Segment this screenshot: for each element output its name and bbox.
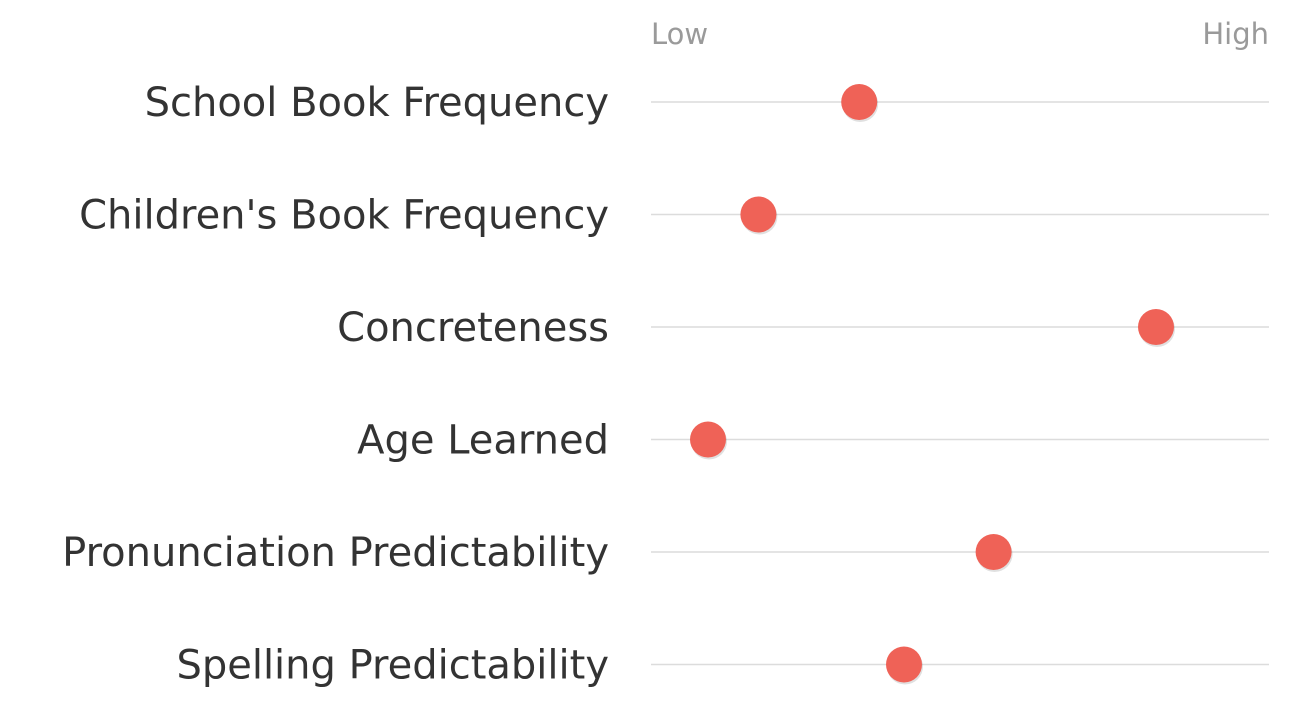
value-dot <box>886 646 922 683</box>
row-label: Age Learned <box>357 418 609 464</box>
value-dot <box>975 534 1012 570</box>
value-dot <box>841 84 878 120</box>
chart-row: Concreteness <box>337 305 1269 351</box>
chart-row: Spelling Predictability <box>176 643 1269 689</box>
value-dot <box>1138 309 1174 345</box>
chart-row: Age Learned <box>357 418 1269 464</box>
chart-row: School Book Frequency <box>145 80 1269 126</box>
chart-rows: School Book Frequency Children's Book Fre… <box>62 80 1269 689</box>
row-label: Pronunciation Predictability <box>62 530 609 576</box>
row-label: School Book Frequency <box>145 80 609 126</box>
row-label: Concreteness <box>337 305 609 351</box>
row-label: Children's Book Frequency <box>79 193 609 239</box>
row-label: Spelling Predictability <box>176 643 609 689</box>
axis-low-label: Low <box>651 17 708 51</box>
chart-row: Children's Book Frequency <box>79 193 1269 239</box>
value-dot <box>690 421 726 458</box>
value-dot <box>740 196 777 233</box>
chart-row: Pronunciation Predictability <box>62 530 1269 576</box>
axis-high-label: High <box>1202 17 1269 51</box>
